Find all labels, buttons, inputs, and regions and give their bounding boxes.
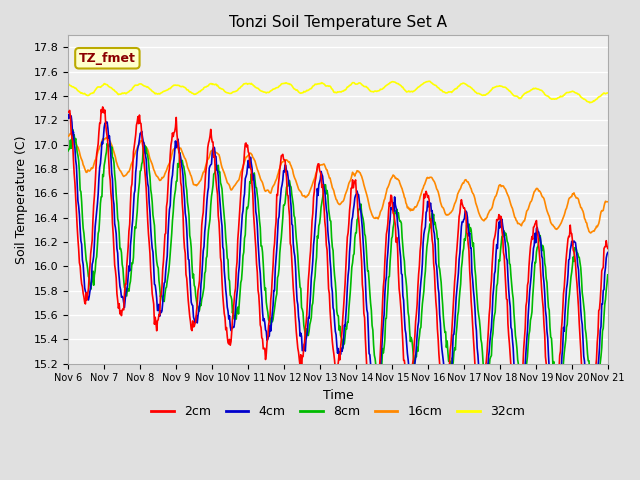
4cm — [404, 357, 412, 362]
4cm — [420, 231, 428, 237]
8cm — [591, 402, 599, 408]
32cm — [586, 100, 593, 106]
8cm — [131, 237, 138, 242]
16cm — [131, 154, 138, 159]
8cm — [214, 167, 221, 172]
16cm — [185, 168, 193, 173]
Legend: 2cm, 4cm, 8cm, 16cm, 32cm: 2cm, 4cm, 8cm, 16cm, 32cm — [147, 400, 530, 423]
4cm — [75, 204, 83, 209]
16cm — [214, 151, 221, 156]
16cm — [420, 183, 428, 189]
2cm — [420, 191, 428, 197]
2cm — [185, 306, 193, 312]
2cm — [404, 386, 412, 392]
Title: Tonzi Soil Temperature Set A: Tonzi Soil Temperature Set A — [229, 15, 447, 30]
Line: 16cm: 16cm — [68, 133, 608, 233]
4cm — [214, 168, 221, 174]
4cm — [131, 191, 138, 196]
2cm — [131, 144, 138, 150]
32cm — [74, 88, 82, 94]
32cm — [426, 78, 433, 84]
8cm — [69, 127, 77, 132]
16cm — [604, 199, 612, 204]
32cm — [130, 84, 138, 90]
2cm — [214, 192, 221, 197]
4cm — [604, 250, 612, 255]
Y-axis label: Soil Temperature (C): Soil Temperature (C) — [15, 135, 28, 264]
4cm — [66, 111, 74, 117]
16cm — [587, 230, 595, 236]
Line: 4cm: 4cm — [68, 114, 608, 418]
2cm — [64, 109, 72, 115]
4cm — [588, 415, 595, 420]
8cm — [404, 310, 412, 315]
2cm — [604, 246, 612, 252]
X-axis label: Time: Time — [323, 389, 353, 402]
32cm — [213, 83, 221, 88]
32cm — [419, 81, 427, 86]
2cm — [99, 104, 106, 110]
4cm — [64, 112, 72, 118]
8cm — [420, 288, 428, 294]
Line: 2cm: 2cm — [68, 107, 608, 434]
4cm — [185, 257, 193, 263]
16cm — [75, 146, 83, 152]
16cm — [67, 131, 75, 136]
16cm — [64, 133, 72, 139]
32cm — [64, 82, 72, 87]
32cm — [184, 87, 192, 93]
8cm — [185, 212, 193, 218]
32cm — [404, 89, 412, 95]
8cm — [75, 158, 83, 164]
Text: TZ_fmet: TZ_fmet — [79, 52, 136, 65]
Line: 32cm: 32cm — [68, 81, 608, 103]
2cm — [74, 236, 82, 242]
32cm — [604, 90, 612, 96]
16cm — [404, 204, 412, 210]
2cm — [585, 432, 593, 437]
Line: 8cm: 8cm — [68, 130, 608, 405]
8cm — [64, 148, 72, 154]
8cm — [604, 272, 612, 278]
